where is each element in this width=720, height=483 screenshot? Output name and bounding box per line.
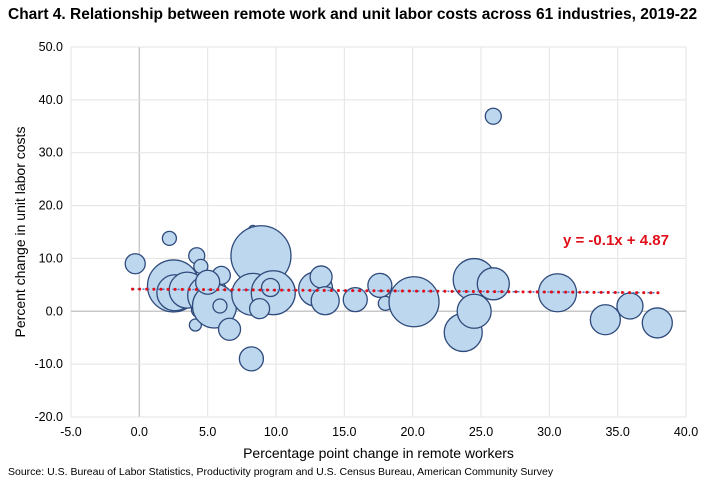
x-tick-label: 40.0: [674, 425, 698, 439]
data-bubble: [124, 253, 146, 275]
x-tick-label: 10.0: [264, 425, 288, 439]
x-tick-label: -5.0: [60, 425, 82, 439]
data-bubble: [616, 292, 644, 320]
y-tick-label: -20.0: [35, 410, 64, 424]
y-tick-label: 50.0: [39, 40, 63, 54]
x-tick-label: 25.0: [469, 425, 493, 439]
x-axis-label: Percentage point change in remote worker…: [243, 445, 514, 461]
data-bubble: [238, 346, 265, 372]
y-axis-label: Percent change in unit labor costs: [12, 127, 28, 338]
y-tick-label: -10.0: [35, 357, 64, 371]
source-note: Source: U.S. Bureau of Labor Statistics,…: [8, 466, 554, 478]
data-bubble: [476, 267, 510, 301]
data-bubble: [456, 293, 492, 329]
x-tick-label: 30.0: [537, 425, 561, 439]
data-bubble: [342, 287, 368, 313]
data-bubble: [641, 307, 673, 339]
x-tick-label: 35.0: [605, 425, 629, 439]
x-tick-label: 0.0: [131, 425, 148, 439]
y-tick-label: 10.0: [39, 251, 63, 265]
y-tick-label: 40.0: [39, 93, 63, 107]
data-bubble: [212, 298, 228, 314]
data-bubble: [217, 317, 242, 341]
data-bubble: [589, 304, 622, 336]
trendline: [131, 287, 661, 295]
data-bubble: [260, 277, 281, 298]
data-bubble: [309, 265, 333, 289]
x-tick-label: 15.0: [332, 425, 356, 439]
y-tick-label: 30.0: [39, 146, 63, 160]
y-tick-label: 0.0: [46, 304, 63, 318]
data-bubble: [310, 286, 340, 316]
data-bubble: [195, 269, 221, 295]
data-bubble: [388, 276, 440, 328]
chart-title: Chart 4. Relationship between remote wor…: [8, 6, 698, 23]
data-bubble: [367, 272, 393, 299]
x-tick-label: 20.0: [400, 425, 424, 439]
data-bubble: [161, 230, 178, 246]
y-tick-label: 20.0: [39, 199, 63, 213]
x-tick-label: 5.0: [199, 425, 216, 439]
trendline-equation: y = -0.1x + 4.87: [563, 232, 669, 249]
data-bubble: [188, 318, 203, 332]
data-bubble: [248, 297, 271, 320]
data-bubble: [484, 107, 502, 125]
